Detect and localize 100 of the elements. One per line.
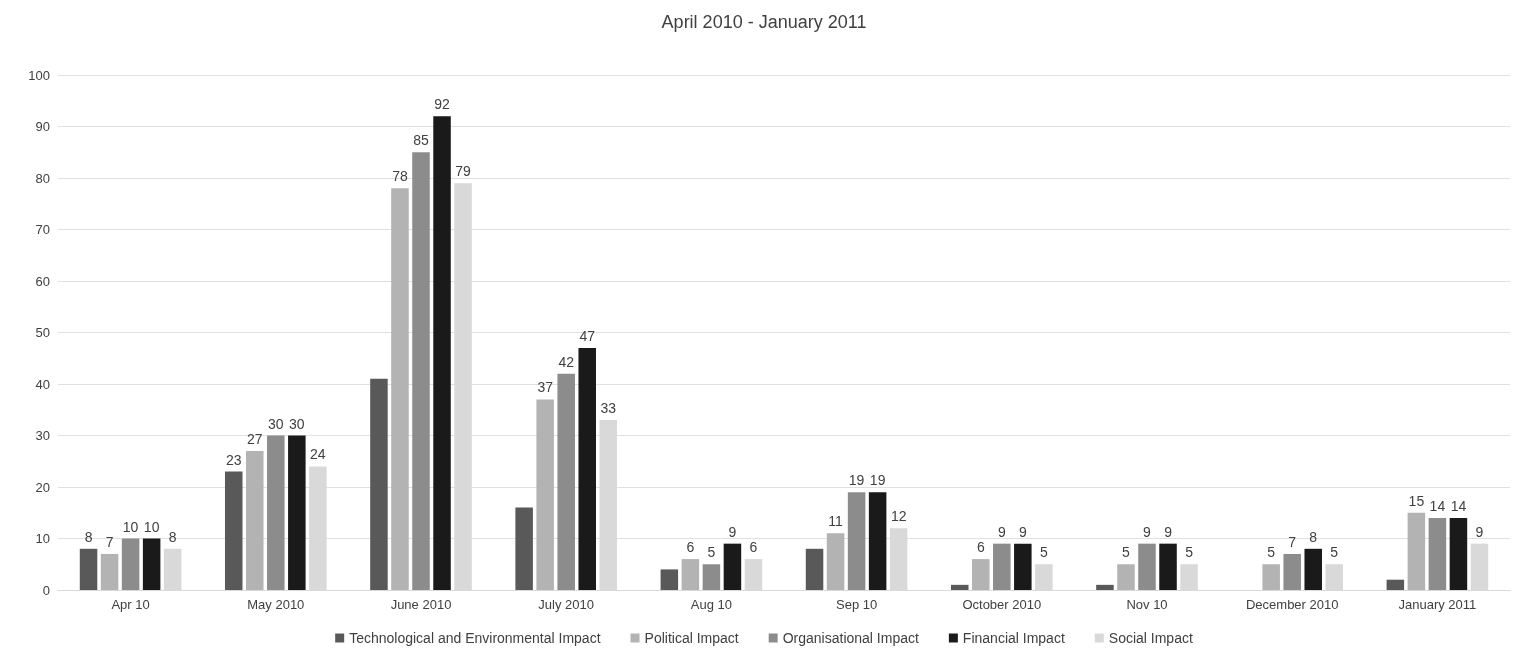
data-label: 5: [1330, 544, 1339, 561]
data-label: 9: [728, 523, 737, 540]
data-label: 9: [1018, 523, 1027, 540]
data-label: 47: [579, 327, 596, 344]
data-label: 23: [225, 451, 242, 468]
bar: [1449, 517, 1468, 590]
bar: [1096, 584, 1114, 590]
bar: [681, 559, 700, 590]
bar: [702, 564, 721, 590]
bar: [246, 450, 264, 590]
bar: [370, 378, 388, 590]
data-label: 5: [1267, 544, 1276, 561]
data-label: 7: [105, 533, 114, 550]
data-label: 8: [1309, 528, 1318, 545]
bar: [1117, 564, 1135, 590]
bar: [515, 507, 533, 590]
data-label: 14: [1429, 497, 1446, 514]
bar: [1386, 579, 1405, 590]
bar: [1407, 512, 1426, 590]
bar: [723, 543, 742, 590]
legend-label: Technological and Environmental Impact: [349, 630, 601, 646]
data-label: 8: [84, 528, 93, 545]
data-label: 11: [828, 513, 844, 530]
bar: [868, 492, 887, 590]
data-label: 8: [168, 528, 177, 545]
bar: [1304, 548, 1322, 590]
x-tick-label: January 2011: [1398, 597, 1477, 612]
data-label: 78: [392, 168, 408, 185]
legend-label: Financial Impact: [962, 630, 1065, 646]
chart-title: April 2010 - January 2011: [661, 12, 867, 32]
x-tick-label: Sep 10: [836, 597, 878, 612]
y-tick-label: 60: [35, 273, 50, 289]
bar: [391, 188, 409, 590]
bar: [660, 569, 679, 590]
bar: [1138, 543, 1156, 590]
bar: [267, 435, 285, 590]
data-label: 37: [537, 379, 554, 396]
data-label: 24: [310, 446, 326, 463]
bar: [121, 538, 140, 590]
y-tick-label: 40: [35, 376, 50, 392]
legend-label: Political Impact: [644, 630, 739, 646]
y-tick-label: 30: [35, 428, 50, 443]
data-label: 10: [143, 518, 160, 535]
bar: [847, 492, 866, 590]
data-label: 9: [1475, 523, 1484, 540]
data-label: 5: [1185, 544, 1194, 561]
data-label: 12: [890, 508, 907, 525]
data-label: 7: [1288, 533, 1297, 550]
data-label: 42: [558, 353, 575, 370]
data-label: 10: [122, 518, 139, 535]
data-label: 9: [1164, 523, 1173, 540]
bar: [79, 548, 98, 590]
y-tick-label: 90: [35, 119, 50, 134]
legend-label: Social Impact: [1108, 630, 1193, 646]
data-label: 85: [413, 132, 429, 149]
x-tick-label: Nov 10: [1126, 597, 1168, 612]
bar: [1428, 517, 1447, 590]
x-tick-label: Apr 10: [111, 597, 150, 612]
data-label: 15: [1408, 492, 1425, 509]
data-label: 79: [455, 163, 472, 180]
data-label: 19: [869, 472, 886, 489]
y-tick-label: 80: [35, 170, 50, 186]
data-label: 14: [1450, 497, 1467, 514]
data-label: 27: [246, 430, 263, 447]
data-label: 33: [600, 400, 617, 417]
data-label: 6: [749, 539, 758, 556]
data-label: 6: [976, 539, 985, 556]
y-tick-label: 0: [42, 582, 50, 598]
legend-label: Organisational Impact: [782, 630, 919, 646]
bar: [1159, 543, 1177, 590]
x-tick-label: May 2010: [247, 597, 305, 612]
y-tick-label: 20: [35, 479, 50, 495]
x-tick-label: October 2010: [962, 597, 1042, 612]
y-tick-label: 10: [35, 531, 50, 546]
x-tick-label: June 2010: [390, 597, 452, 612]
bar: [1283, 553, 1301, 590]
bar: [578, 347, 596, 590]
y-tick-label: 70: [35, 222, 50, 237]
y-tick-label: 100: [28, 67, 50, 83]
data-label: 92: [434, 96, 451, 113]
bar: [950, 584, 969, 590]
bar: [412, 152, 430, 590]
x-tick-label: Aug 10: [690, 597, 732, 612]
bar: [993, 543, 1011, 590]
bar: [1262, 564, 1280, 590]
bar: [224, 471, 243, 590]
bar: [805, 548, 824, 590]
bar: [536, 399, 554, 590]
data-label: 5: [707, 544, 716, 561]
bar: [1014, 543, 1032, 590]
x-tick-label: December 2010: [1245, 597, 1339, 612]
data-label: 19: [848, 472, 865, 489]
data-label: 5: [1122, 544, 1131, 561]
data-label: 9: [1143, 523, 1152, 540]
data-label: 30: [289, 415, 305, 432]
y-tick-label: 50: [35, 325, 50, 340]
bar: [433, 116, 451, 590]
bar: [972, 559, 990, 590]
bar: [100, 553, 119, 590]
data-label: 9: [997, 523, 1006, 540]
